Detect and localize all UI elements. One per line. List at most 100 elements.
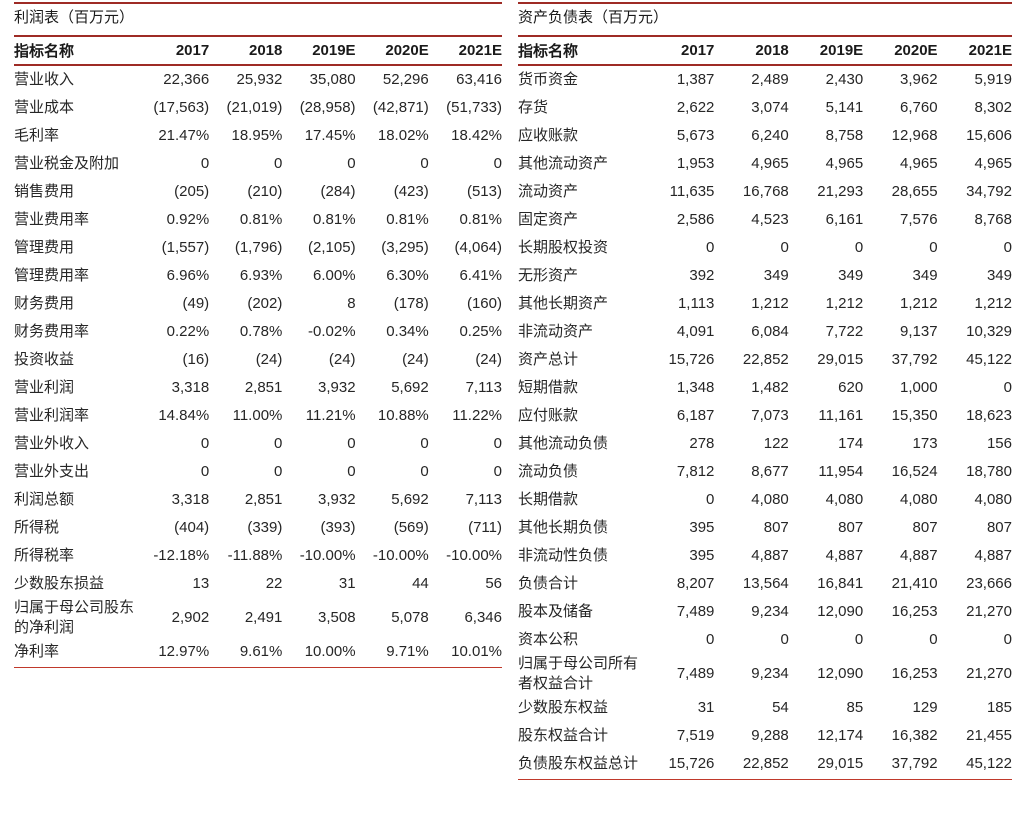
cell-value: 2,851 <box>244 490 283 508</box>
table-row: 投资收益 (16) (24) (24) (24) (24) <box>14 346 502 374</box>
cell-value: (178) <box>393 294 429 312</box>
table-row: 其他流动负债 278 122 174 173 156 <box>518 430 1012 458</box>
cell-value: 2,902 <box>171 609 210 627</box>
income-statement-title: 利润表（百万元） <box>14 2 502 35</box>
row-label: 营业利润 <box>14 378 75 396</box>
cell-value: 16,841 <box>817 574 864 592</box>
table-row: 其他长期资产 1,113 1,212 1,212 1,212 1,212 <box>518 290 1012 318</box>
cell-value: 15,726 <box>668 350 715 368</box>
row-label: 固定资产 <box>518 210 579 228</box>
cell-value: 5,692 <box>391 490 429 508</box>
cell-value: 6.30% <box>386 266 429 284</box>
cell-value: (210) <box>247 182 283 200</box>
table-row: 所得税率 -12.18% -11.88% -10.00% -10.00% -10.00% <box>14 542 502 570</box>
col-header-indicator: 指标名称 <box>518 35 640 66</box>
cell-value: 0 <box>274 154 283 172</box>
row-label: 净利率 <box>14 638 136 668</box>
row-label: 投资收益 <box>14 350 75 368</box>
cell-value: 14.84% <box>158 406 210 424</box>
cell-value: -12.18% <box>153 546 210 564</box>
cell-value: 37,792 <box>891 350 938 368</box>
cell-value: 349 <box>763 266 789 284</box>
cell-value: 349 <box>838 266 864 284</box>
cell-value: 0 <box>1003 378 1012 396</box>
cell-value: 0 <box>274 434 283 452</box>
cell-value: 1,482 <box>751 378 789 396</box>
cell-value: 28,655 <box>891 182 938 200</box>
row-label: 营业收入 <box>14 70 75 88</box>
cell-value: -11.88% <box>227 546 283 564</box>
table-row: 货币资金 1,387 2,489 2,430 3,962 5,919 <box>518 65 1012 94</box>
cell-value: 12,174 <box>817 727 864 745</box>
cell-value: 4,887 <box>900 546 938 564</box>
table-row: 股东权益合计 7,519 9,288 12,174 16,382 21,455 <box>518 723 1012 751</box>
cell-value: (3,295) <box>381 238 429 256</box>
cell-value: 18.95% <box>231 126 283 144</box>
row-label: 营业税金及附加 <box>14 154 120 172</box>
cell-value: 2,622 <box>676 98 715 116</box>
cell-value: 620 <box>838 378 864 396</box>
col-header-year: 2017 <box>640 35 715 66</box>
cell-value: 3,962 <box>900 70 938 88</box>
cell-value: (2,105) <box>308 238 356 256</box>
cell-value: 52,296 <box>382 70 429 88</box>
cell-value: 173 <box>912 434 938 452</box>
cell-value: 11,161 <box>818 406 864 424</box>
cell-value: 10.00% <box>282 638 356 668</box>
cell-value: 0 <box>420 154 429 172</box>
row-label: 应收账款 <box>518 126 579 144</box>
row-label: 其他流动资产 <box>518 154 609 172</box>
table-row: 营业外收入 0 0 0 0 0 <box>14 430 502 458</box>
cell-value: (24) <box>328 350 356 368</box>
cell-value: 16,768 <box>742 182 789 200</box>
cell-value: 4,965 <box>825 154 864 172</box>
cell-value: 2,491 <box>244 609 283 627</box>
table-row: 短期借款 1,348 1,482 620 1,000 0 <box>518 374 1012 402</box>
income-statement-header: 指标名称 2017 2018 2019E 2020E 2021E <box>14 35 502 66</box>
cell-value: 4,080 <box>974 490 1012 508</box>
row-label: 负债合计 <box>518 574 579 592</box>
cell-value: 22 <box>265 574 283 592</box>
cell-value: 0 <box>706 490 715 508</box>
cell-value: 10,329 <box>966 322 1012 340</box>
table-row: 归属于母公司股东的净利润 2,902 2,491 3,508 5,078 6,346 <box>14 598 502 639</box>
cell-value: (1,796) <box>234 238 283 256</box>
cell-value: (28,958) <box>299 98 356 116</box>
cell-value: 174 <box>838 434 864 452</box>
row-label: 股东权益合计 <box>518 727 609 745</box>
cell-value: 7,812 <box>676 462 715 480</box>
row-label: 其他长期资产 <box>518 294 609 312</box>
cell-value: 1,000 <box>900 378 938 396</box>
cell-value: (4,064) <box>454 238 502 256</box>
cell-value: 1,113 <box>677 294 715 312</box>
table-row: 财务费用率 0.22% 0.78% -0.02% 0.34% 0.25% <box>14 318 502 346</box>
row-label: 归属于母公司股东的净利润 <box>14 599 135 637</box>
cell-value: 129 <box>912 699 938 717</box>
balance-sheet-panel: 资产负债表（百万元） 指标名称 2017 2018 2019E 2020E 2021E 货… <box>518 2 1012 780</box>
cell-value: 11,954 <box>818 462 864 480</box>
table-row: 毛利率 21.47% 18.95% 17.45% 18.02% 18.42% <box>14 122 502 150</box>
cell-value: 18.02% <box>377 126 429 144</box>
cell-value: 0.92% <box>166 210 210 228</box>
cell-value: 9.61% <box>209 638 283 668</box>
cell-value: 0.22% <box>166 322 210 340</box>
cell-value: 1,387 <box>676 70 715 88</box>
cell-value: 6,084 <box>751 322 789 340</box>
row-label: 营业外支出 <box>14 462 90 480</box>
cell-value: 0 <box>347 462 356 480</box>
cell-value: 0 <box>200 462 210 480</box>
cell-value: 45,122 <box>966 350 1012 368</box>
row-label: 营业费用率 <box>14 210 90 228</box>
cell-value: 0.81% <box>313 210 356 228</box>
cell-value: 122 <box>763 434 789 452</box>
cell-value: -10.00% <box>446 546 502 564</box>
cell-value: 349 <box>986 266 1012 284</box>
table-row: 销售费用 (205) (210) (284) (423) (513) <box>14 178 502 206</box>
row-label: 流动负债 <box>518 462 579 480</box>
cell-value: 2,430 <box>825 70 864 88</box>
row-label: 其他流动负债 <box>518 434 609 452</box>
cell-value: 0 <box>854 238 864 256</box>
cell-value: 5,692 <box>391 378 429 396</box>
table-row: 其他流动资产 1,953 4,965 4,965 4,965 4,965 <box>518 150 1012 178</box>
table-row: 其他长期负债 395 807 807 807 807 <box>518 514 1012 542</box>
